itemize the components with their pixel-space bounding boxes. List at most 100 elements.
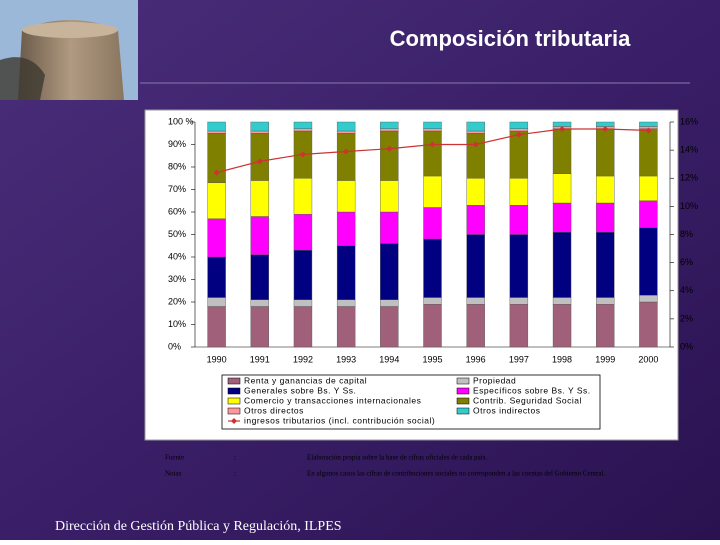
x-tick-label: 1992 <box>293 354 313 364</box>
bar-segment <box>552 232 572 298</box>
line-marker <box>602 126 609 133</box>
bar-segment <box>423 175 442 208</box>
bar-segment <box>466 234 485 298</box>
bar-segment <box>207 182 226 219</box>
line-marker <box>213 169 220 176</box>
footer: Dirección de Gestión Pública y Regulació… <box>55 519 342 534</box>
y2-tick-label: 12% <box>680 173 698 183</box>
x-tick-label: 1993 <box>336 354 356 364</box>
y-tick-label: 30% <box>168 274 186 284</box>
legend-swatch <box>456 387 470 395</box>
note-label: Notas <box>165 470 182 478</box>
bar-segment <box>380 180 399 213</box>
bar-segment <box>423 238 442 298</box>
bar-segment <box>466 297 485 305</box>
y-tick-label: 40% <box>168 251 186 261</box>
legend-box <box>221 374 601 430</box>
bar-segment <box>293 250 313 300</box>
y-tick-label: 70% <box>168 184 186 194</box>
y-tick-label: 20% <box>168 296 186 306</box>
legend-label: Otros directos <box>244 405 304 415</box>
note-label: Fuente <box>165 454 184 462</box>
bar-segment <box>380 306 399 348</box>
bar-segment <box>250 121 269 132</box>
bar-segment <box>639 175 658 201</box>
legend-marker <box>231 418 237 424</box>
bar-segment <box>293 178 313 215</box>
bar-segment <box>552 202 572 233</box>
bar-segment <box>207 297 226 307</box>
bar-segment <box>552 297 572 305</box>
y-tick-label: 60% <box>168 206 186 216</box>
bar-segment <box>596 175 615 204</box>
legend-label: Propiedad <box>473 375 516 385</box>
legend-label: Comercio y transacciones internacionales <box>244 395 421 405</box>
bar-segment <box>639 200 658 228</box>
legend-swatch <box>456 397 470 405</box>
x-tick-label: 1990 <box>207 354 227 364</box>
x-tick-label: 1994 <box>379 354 399 364</box>
bar-segment <box>380 211 399 244</box>
x-tick-label: 1997 <box>509 354 529 364</box>
bar-segment <box>336 299 356 307</box>
line-marker <box>256 158 263 165</box>
bar-segment <box>552 304 572 348</box>
bar-segment <box>509 234 529 298</box>
bar-segment <box>293 214 313 251</box>
bar-segment <box>293 299 313 307</box>
line-marker <box>559 126 566 133</box>
line-marker <box>515 131 522 138</box>
y-tick-label: 90% <box>168 139 186 149</box>
legend-swatch <box>227 387 241 395</box>
bar-segment <box>423 297 442 305</box>
bar-segment <box>639 301 658 348</box>
line-marker <box>299 151 306 158</box>
bar-segment <box>466 121 485 132</box>
legend-swatch <box>227 397 241 405</box>
bar-segment <box>293 121 313 129</box>
bar-segment <box>639 128 658 177</box>
legend-label: Específicos sobre Bs. Y Ss. <box>473 385 591 395</box>
bar-segment <box>509 121 529 129</box>
bar-segment <box>639 121 658 127</box>
bar-segment <box>509 205 529 235</box>
line-marker <box>343 148 350 155</box>
line-marker <box>429 141 436 148</box>
x-tick-label: 1995 <box>422 354 442 364</box>
bar-segment <box>380 299 399 307</box>
y-tick-label: 0% <box>168 341 181 351</box>
bar-segment <box>380 243 399 300</box>
x-tick-label: 2000 <box>638 354 658 364</box>
y2-tick-label: 8% <box>680 229 693 239</box>
bar-segment <box>596 121 615 127</box>
x-tick-label: 1991 <box>250 354 270 364</box>
y2-tick-label: 4% <box>680 285 693 295</box>
legend-swatch <box>227 407 241 415</box>
bar-segment <box>596 304 615 348</box>
bar-segment <box>250 133 269 181</box>
bar-segment <box>336 121 356 132</box>
bar-segment <box>423 304 442 348</box>
y2-tick-label: 2% <box>680 313 693 323</box>
y-tick-label: 10% <box>168 319 186 329</box>
x-tick-label: 1998 <box>552 354 572 364</box>
bar-segment <box>596 297 615 305</box>
note-text: En algunos casos las cifras de contribuc… <box>307 470 605 478</box>
bar-segment <box>552 128 572 174</box>
legend-label: Renta y ganancias de capital <box>244 375 367 385</box>
x-tick-label: 1996 <box>466 354 486 364</box>
x-tick-label: 1999 <box>595 354 615 364</box>
bar-segment <box>380 130 399 181</box>
bar-segment <box>207 121 226 132</box>
bar-segment <box>466 130 485 134</box>
y2-tick-label: 0% <box>680 341 693 351</box>
note-sep: : <box>234 454 236 462</box>
note-text: Elaboración propia sobre la base de cifr… <box>307 454 487 462</box>
photo <box>0 0 138 100</box>
bar-segment <box>336 245 356 300</box>
bar-segment <box>250 180 269 217</box>
bar-segment <box>509 130 529 179</box>
bar-segment <box>380 121 399 129</box>
bar-segment <box>466 133 485 179</box>
